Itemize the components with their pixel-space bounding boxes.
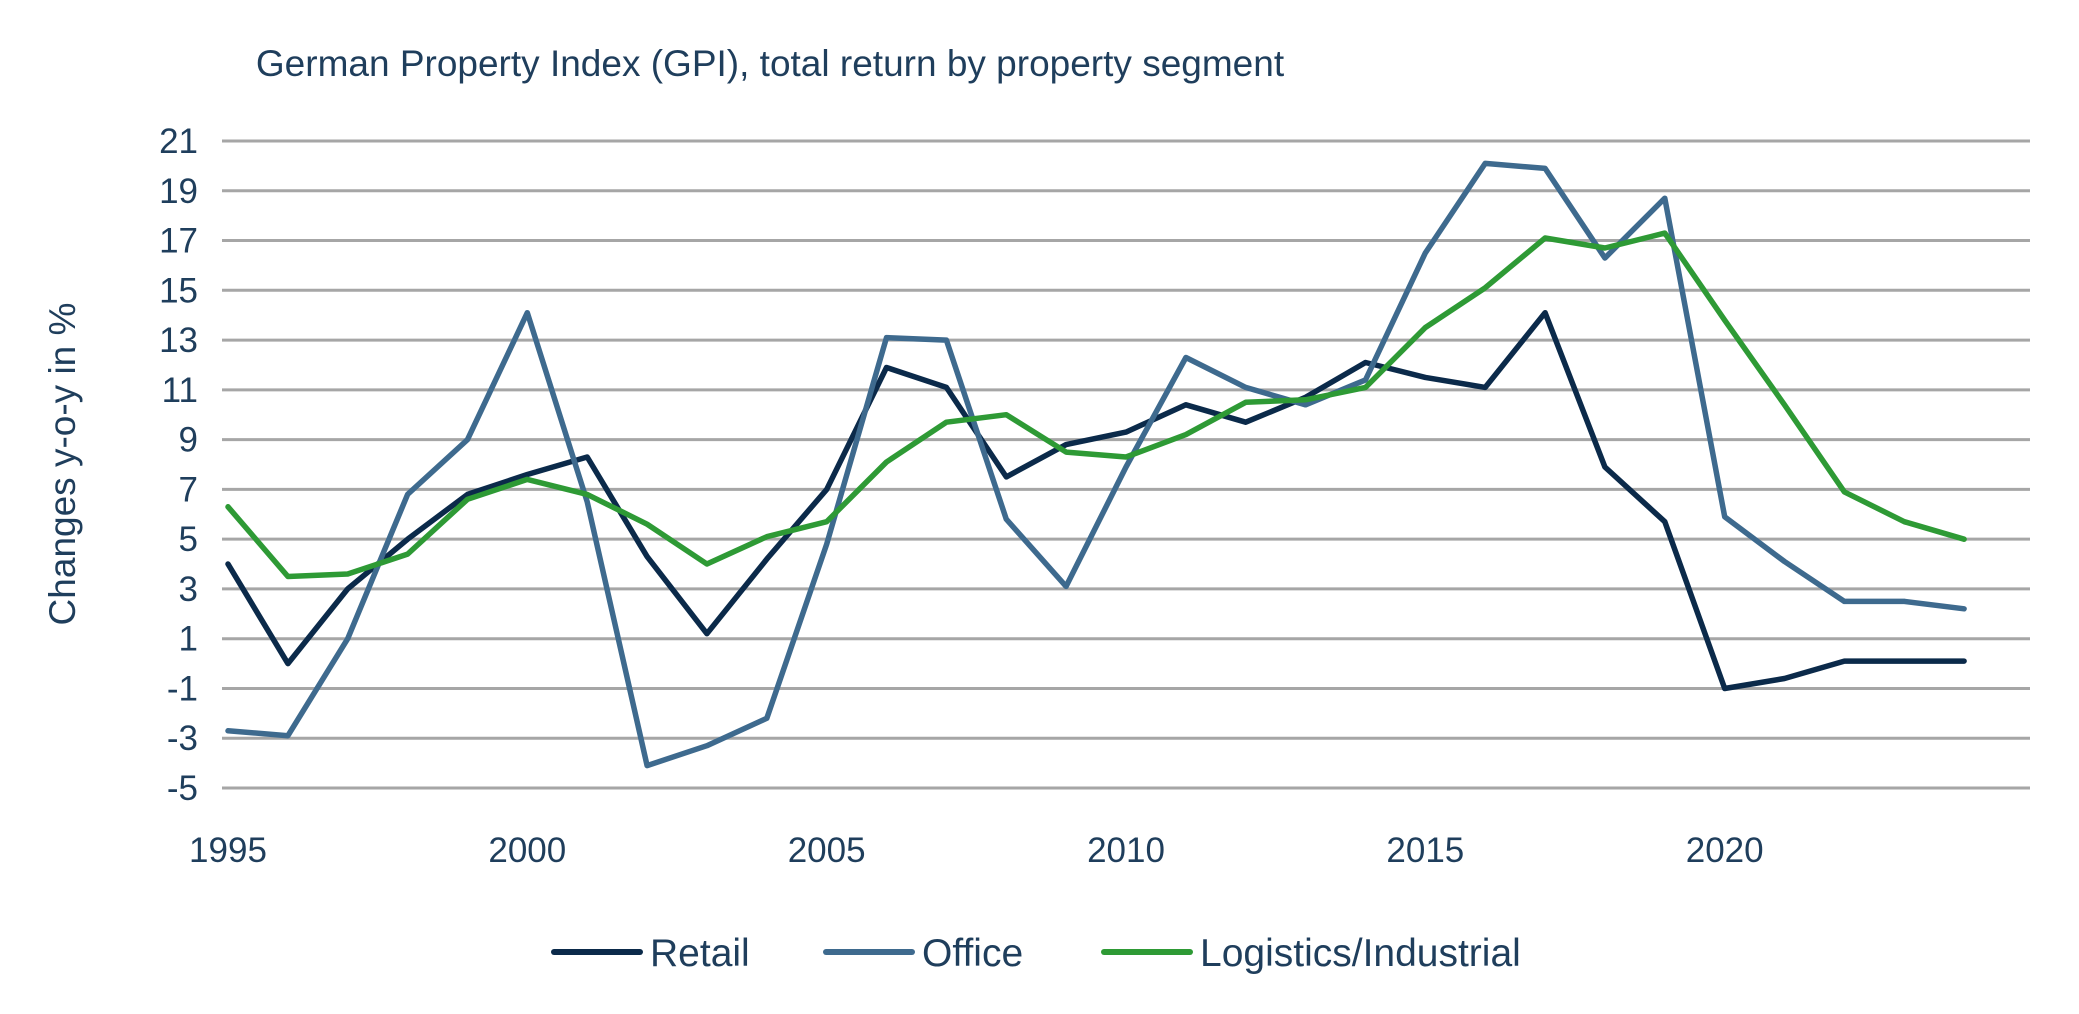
legend-label-office: Office	[922, 932, 1023, 975]
y-tick-label: -5	[167, 769, 198, 808]
plot-area	[225, 160, 1967, 769]
series-line-retail	[225, 309, 1967, 692]
x-tick-label: 2015	[1386, 831, 1464, 870]
x-tick-label: 2020	[1686, 831, 1764, 870]
y-tick-label: 17	[159, 222, 198, 261]
y-tick-label: 13	[159, 321, 198, 360]
gridlines	[222, 139, 2030, 790]
legend-label-logistics-industrial: Logistics/Industrial	[1200, 932, 1521, 975]
chart-title: German Property Index (GPI), total retur…	[256, 43, 1285, 84]
y-tick-label: -1	[167, 669, 198, 708]
x-tick-label: 2010	[1087, 831, 1165, 870]
y-tick-label: 21	[159, 122, 198, 161]
x-tick-label: 2005	[788, 831, 866, 870]
y-tick-label: 7	[179, 470, 198, 509]
y-tick-label: -3	[167, 719, 198, 758]
x-axis-ticks: 1995 2000 2005 2010 2015 2020	[189, 831, 1764, 870]
legend: Retail Office Logistics/Industrial	[551, 932, 1521, 975]
y-tick-label: 19	[159, 172, 198, 211]
x-tick-label: 1995	[189, 831, 267, 870]
y-tick-label: 1	[179, 620, 198, 659]
series-line-logistics-industrial	[225, 230, 1967, 580]
series-line-office	[225, 160, 1967, 769]
y-tick-label: 9	[179, 421, 198, 460]
y-tick-label: 15	[159, 271, 198, 310]
legend-label-retail: Retail	[650, 932, 750, 975]
y-axis-label: Changes y-o-y in %	[42, 303, 83, 626]
x-tick-label: 2000	[488, 831, 566, 870]
y-tick-label: 3	[179, 570, 198, 609]
y-tick-label: 5	[179, 520, 198, 559]
y-axis-ticks: 21 19 17 15 13 11 9 7 5 3 1 -1 -3 -5	[159, 122, 198, 808]
y-tick-label: 11	[162, 371, 198, 410]
